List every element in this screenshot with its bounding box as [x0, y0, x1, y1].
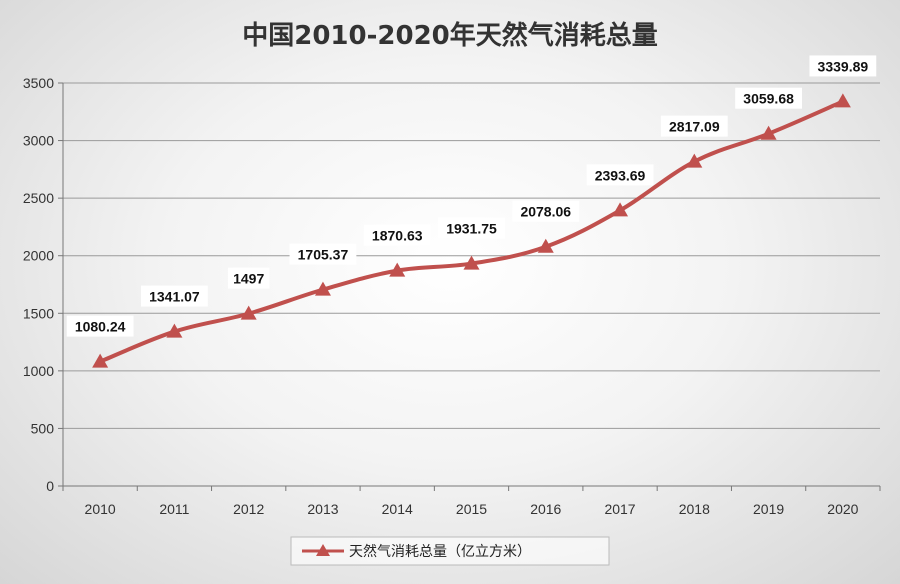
chart-title: 中国2010-2020年天然气消耗总量 — [242, 20, 658, 51]
data-label-bg — [586, 164, 654, 186]
data-label-bg — [512, 200, 580, 222]
y-tick-label: 2000 — [23, 248, 54, 264]
data-point-marker — [463, 255, 480, 270]
data-label-bg — [141, 285, 208, 307]
y-tick-label: 2500 — [23, 190, 54, 206]
data-label: 1705.37 — [298, 247, 349, 263]
data-label: 1931.75 — [446, 221, 497, 237]
data-label: 3339.89 — [818, 58, 869, 74]
data-label-bg — [438, 217, 505, 239]
data-label-bg — [363, 224, 431, 246]
data-label: 2817.09 — [669, 119, 720, 135]
x-tick-label: 2010 — [85, 501, 116, 517]
legend: 天然气消耗总量（亿立方米） — [290, 536, 610, 566]
data-label: 2393.69 — [595, 167, 646, 183]
x-tick-label: 2019 — [753, 501, 784, 517]
data-point-marker — [166, 323, 183, 338]
y-tick-label: 3000 — [23, 133, 54, 149]
data-point-marker — [834, 93, 851, 108]
data-label-bg — [227, 267, 270, 289]
y-tick-label: 0 — [46, 478, 54, 494]
data-label: 1870.63 — [372, 228, 423, 244]
data-point-marker — [314, 281, 331, 296]
data-point-marker — [240, 305, 257, 320]
y-tick-label: 1000 — [23, 363, 54, 379]
x-tick-label: 2015 — [456, 501, 487, 517]
x-tick-label: 2011 — [159, 501, 189, 517]
y-tick-label: 3500 — [23, 75, 54, 91]
data-point-marker — [686, 153, 703, 168]
x-tick-label: 2020 — [827, 501, 858, 517]
data-label-bg — [809, 55, 877, 77]
data-point-marker — [389, 262, 406, 277]
data-label: 3059.68 — [743, 91, 794, 107]
data-label: 1341.07 — [149, 289, 200, 305]
x-tick-label: 2013 — [307, 501, 338, 517]
x-tick-label: 2012 — [233, 501, 264, 517]
data-label-bg — [735, 87, 802, 109]
x-tick-label: 2018 — [679, 501, 710, 517]
legend-label: 天然气消耗总量（亿立方米） — [349, 543, 531, 560]
x-tick-label: 2017 — [604, 501, 635, 517]
data-label: 2078.06 — [520, 204, 571, 220]
data-point-marker — [92, 353, 109, 368]
data-label-bg — [289, 243, 357, 265]
x-tick-label: 2016 — [530, 501, 561, 517]
data-point-marker — [760, 125, 777, 140]
y-tick-label: 500 — [31, 420, 55, 436]
data-label-bg — [660, 115, 728, 137]
y-tick-label: 1500 — [23, 305, 54, 321]
data-label: 1497 — [233, 271, 264, 287]
data-point-marker — [537, 238, 554, 253]
legend-triangle-marker — [316, 544, 330, 556]
data-label-bg — [66, 315, 134, 337]
data-label: 1080.24 — [75, 319, 126, 335]
x-tick-label: 2014 — [382, 501, 413, 517]
data-point-marker — [612, 202, 629, 217]
